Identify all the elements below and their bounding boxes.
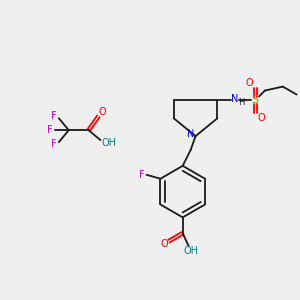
- Text: F: F: [51, 139, 57, 149]
- Text: O: O: [257, 113, 265, 123]
- Text: F: F: [51, 111, 57, 121]
- Text: O: O: [99, 107, 106, 117]
- Text: H: H: [238, 98, 244, 107]
- Text: O: O: [245, 78, 253, 88]
- Text: F: F: [47, 125, 53, 135]
- Text: F: F: [139, 170, 144, 180]
- Text: N: N: [230, 94, 238, 104]
- Text: O: O: [160, 239, 168, 249]
- Text: OH: OH: [102, 138, 117, 148]
- Text: OH: OH: [183, 246, 198, 256]
- Text: S: S: [251, 95, 259, 106]
- Text: N: N: [187, 129, 194, 139]
